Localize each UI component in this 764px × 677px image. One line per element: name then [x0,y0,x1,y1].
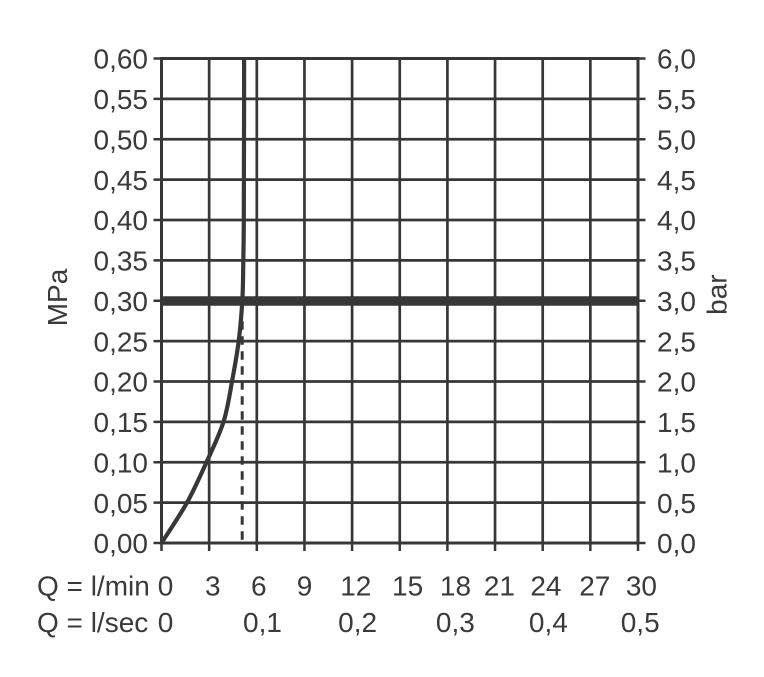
svg-text:0: 0 [158,571,174,602]
svg-text:24: 24 [530,571,561,602]
svg-text:9: 9 [297,571,313,602]
svg-text:0: 0 [158,607,174,638]
svg-text:0,10: 0,10 [94,447,149,478]
svg-text:0,60: 0,60 [94,44,149,75]
svg-text:0,20: 0,20 [94,367,149,398]
svg-text:1,5: 1,5 [657,407,696,438]
svg-text:MPa: MPa [42,268,73,326]
svg-text:0,05: 0,05 [94,488,149,519]
svg-text:2,5: 2,5 [657,326,696,357]
svg-text:6,0: 6,0 [657,44,696,75]
svg-text:bar: bar [702,274,733,314]
svg-text:0,5: 0,5 [621,607,660,638]
svg-text:Q = l/sec: Q = l/sec [37,607,148,638]
svg-text:0,30: 0,30 [94,286,149,317]
svg-text:6: 6 [251,571,267,602]
svg-text:1,0: 1,0 [657,447,696,478]
svg-text:0,45: 0,45 [94,165,149,196]
svg-text:Q = l/min: Q = l/min [37,571,150,602]
svg-text:21: 21 [484,571,515,602]
svg-text:0,40: 0,40 [94,205,149,236]
svg-text:3,0: 3,0 [657,286,696,317]
svg-text:0,1: 0,1 [243,607,282,638]
svg-text:15: 15 [392,571,423,602]
svg-text:0,50: 0,50 [94,124,149,155]
svg-text:27: 27 [579,571,610,602]
svg-text:12: 12 [340,571,371,602]
svg-text:0,25: 0,25 [94,326,149,357]
svg-text:18: 18 [440,571,471,602]
svg-text:0,3: 0,3 [436,607,475,638]
svg-text:3,5: 3,5 [657,246,696,277]
svg-text:30: 30 [626,571,657,602]
svg-text:4,0: 4,0 [657,205,696,236]
svg-text:0,35: 0,35 [94,246,149,277]
svg-text:3: 3 [205,571,221,602]
svg-text:0,2: 0,2 [338,607,377,638]
svg-text:5,0: 5,0 [657,124,696,155]
svg-text:4,5: 4,5 [657,165,696,196]
svg-text:0,00: 0,00 [94,528,149,559]
svg-text:0,4: 0,4 [529,607,568,638]
svg-text:0,55: 0,55 [94,84,149,115]
svg-text:0,5: 0,5 [657,488,696,519]
svg-text:5,5: 5,5 [657,84,696,115]
svg-text:0,15: 0,15 [94,407,149,438]
svg-text:2,0: 2,0 [657,367,696,398]
svg-text:0,0: 0,0 [657,528,696,559]
